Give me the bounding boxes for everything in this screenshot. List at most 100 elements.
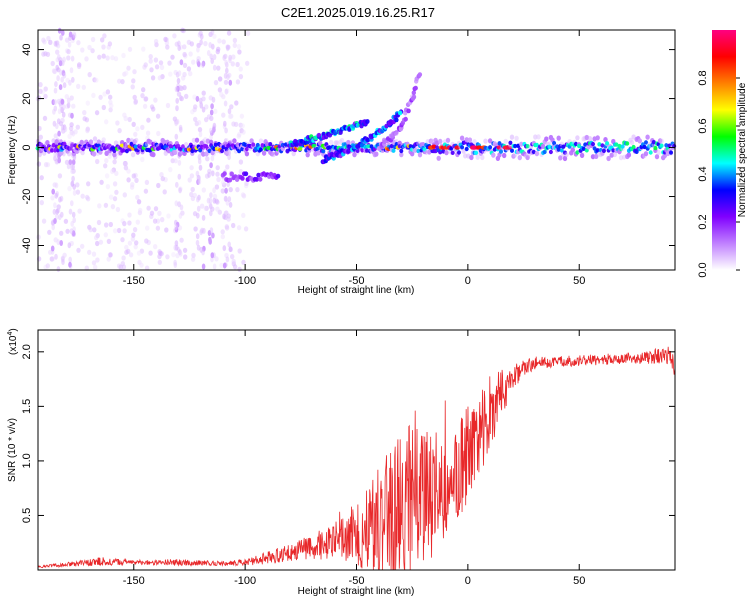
spectrogram-cell <box>85 100 91 106</box>
snr-panel: -150 -100 -50 0 50 0.5 1.0 1.5 2.0 Height of st… <box>7 328 676 597</box>
spectrogram-cell <box>133 131 138 137</box>
spectrogram-cell <box>268 142 273 147</box>
spectrogram-cell <box>171 252 176 258</box>
spectrogram-cell <box>416 148 421 154</box>
spectrogram-cell <box>230 61 235 67</box>
spectrogram-cell <box>460 145 465 150</box>
spectrogram-cell <box>360 148 365 153</box>
spectrogram-cell <box>216 176 221 183</box>
spectrogram-cell <box>224 127 228 134</box>
spectrogram-cell <box>175 118 180 125</box>
spectrogram-cell <box>87 72 92 78</box>
spectrogram-cell <box>157 259 162 265</box>
spectrogram-cell <box>201 263 206 270</box>
spectrogram-cell <box>71 130 76 137</box>
spectrogram-cell <box>37 152 42 158</box>
spectrogram-cell <box>669 150 673 155</box>
spectrogram-cell <box>41 218 47 224</box>
spectrogram-cell <box>50 195 55 201</box>
spectrogram-cell <box>87 44 92 51</box>
spectrogram-cell <box>91 92 96 98</box>
spectrogram-cell <box>212 197 217 204</box>
snr-scale-prefix: (x10 <box>8 335 19 355</box>
spectrogram-cell <box>219 91 224 98</box>
spectrogram-cell <box>118 264 123 270</box>
spectrogram-y-tick-label: 0 <box>21 144 33 150</box>
spectrogram-cell <box>497 141 502 146</box>
spectrogram-cell <box>67 133 72 139</box>
spectrogram-cell <box>58 214 62 221</box>
spectrogram-cell <box>56 239 61 246</box>
spectrogram-cell <box>215 171 220 177</box>
spectrogram-cell <box>190 195 196 202</box>
spectrogram-cell <box>121 255 126 261</box>
spectrogram-cell <box>175 97 179 104</box>
spectrogram-cell <box>131 121 136 127</box>
spectrogram-cell <box>92 136 98 142</box>
colorbar-tick-label: 0.6 <box>697 118 709 133</box>
spectrogram-cell <box>124 70 129 76</box>
spectrogram-cell <box>207 171 211 178</box>
spectrogram-cell <box>107 153 112 159</box>
spectrogram-cell <box>162 189 167 195</box>
spectrogram-cell <box>389 143 394 149</box>
spectrogram-cell <box>194 137 200 143</box>
spectrogram-cell <box>591 141 595 147</box>
spectrogram-cell <box>55 208 59 215</box>
spectrogram-cell <box>214 184 220 190</box>
spectrogram-cell <box>220 229 225 235</box>
spectrogram-cell <box>236 225 242 231</box>
spectrogram-cell <box>172 33 177 39</box>
spectrogram-cell <box>220 234 225 240</box>
spectrogram-cell <box>67 242 72 249</box>
spectrogram-cell <box>352 152 357 158</box>
spectrogram-cell <box>410 151 415 157</box>
spectrogram-cell <box>160 176 165 182</box>
snr-y-ticks: 0.5 1.0 1.5 2.0 <box>21 344 675 523</box>
spectrogram-cell <box>328 139 334 145</box>
spectrogram-cell <box>102 33 107 39</box>
spectrogram-cell <box>664 143 669 148</box>
spectrogram-cell <box>43 93 48 99</box>
spectrogram-cell <box>209 203 213 210</box>
spectrogram-cell <box>69 67 74 74</box>
spectrogram-cell <box>68 79 72 86</box>
spectrogram-cell <box>62 72 67 79</box>
spectrogram-cell <box>204 104 209 110</box>
spectrogram-cell <box>112 181 118 187</box>
spectrogram-cell <box>198 131 203 138</box>
colorbar-ticks: 0.0 0.2 0.4 0.6 0.8 <box>697 70 740 278</box>
spectrogram-cell <box>653 145 658 151</box>
spectrogram-cell <box>241 212 246 218</box>
spectrogram-cell <box>241 259 246 265</box>
spectrogram-cell <box>210 103 214 110</box>
spectrogram-cell <box>174 200 179 207</box>
spectrogram-cell <box>205 156 210 162</box>
spectrogram-cell <box>238 74 244 80</box>
spectrogram-cell <box>626 152 632 158</box>
spectrogram-cell <box>55 123 59 130</box>
spectrogram-cell <box>198 148 203 153</box>
spectrogram-cell <box>159 172 164 178</box>
spectrogram-cell <box>146 117 151 123</box>
spectrogram-cell <box>68 261 72 268</box>
spectrogram-cell <box>236 133 241 139</box>
spectrogram-cell <box>237 49 242 55</box>
spectrogram-cell <box>174 133 179 140</box>
spectrogram-cell <box>148 58 153 64</box>
spectrogram-cell <box>57 108 62 115</box>
spectrogram-cell <box>445 137 451 143</box>
spectrogram-cell <box>108 252 113 258</box>
spectrogram-cell <box>365 148 369 153</box>
spectrogram-cell <box>472 139 477 145</box>
spectrogram-cell <box>601 148 606 153</box>
spectrogram-cell <box>151 152 156 158</box>
spectrogram-cell <box>62 104 66 111</box>
spectrogram-cell <box>76 247 81 253</box>
spectrogram-cell <box>590 154 596 160</box>
spectrogram-cell <box>227 177 233 183</box>
snr-x-ticks: -150 -100 -50 0 50 <box>123 330 585 587</box>
snr-y-tick-label: 0.5 <box>21 508 33 523</box>
spectrogram-cell <box>149 67 154 73</box>
spectrogram-cell <box>177 201 181 208</box>
